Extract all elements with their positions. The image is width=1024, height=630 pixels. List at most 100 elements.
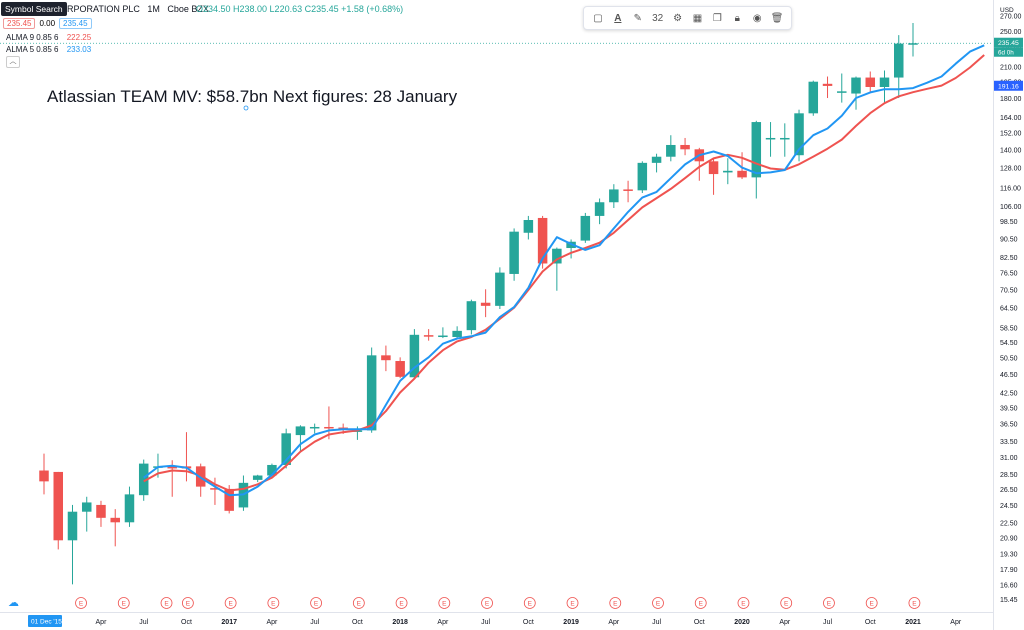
alma-line[interactable] xyxy=(143,54,985,492)
earnings-marker[interactable] xyxy=(652,597,664,609)
candle[interactable] xyxy=(537,217,548,264)
lock-icon[interactable]: 🔒︎ xyxy=(734,12,740,24)
candle[interactable] xyxy=(53,471,63,541)
earnings-marker[interactable] xyxy=(438,597,451,609)
indicator-legend-alma9[interactable]: ALMA 9 0.85 6 222.25 xyxy=(6,33,91,42)
candle[interactable] xyxy=(580,215,591,241)
earnings-marker[interactable] xyxy=(737,597,750,609)
candle[interactable] xyxy=(81,502,92,512)
candle[interactable] xyxy=(751,122,762,178)
candle[interactable] xyxy=(39,470,49,482)
candle[interactable] xyxy=(466,301,477,331)
earnings-marker[interactable] xyxy=(267,597,280,609)
earnings-marker[interactable] xyxy=(609,597,622,609)
earnings-marker[interactable] xyxy=(566,597,579,609)
candle[interactable] xyxy=(480,302,491,306)
earnings-marker[interactable] xyxy=(75,597,87,609)
candle[interactable] xyxy=(252,475,263,480)
candle[interactable] xyxy=(765,137,776,140)
candle[interactable] xyxy=(295,426,306,436)
annotation-anchor[interactable] xyxy=(243,105,249,111)
symbol-info[interactable]: ORPORATION PLC 1M Cboe BZX xyxy=(60,4,209,14)
candle[interactable] xyxy=(680,144,690,150)
earnings-marker[interactable] xyxy=(481,597,493,609)
candle[interactable] xyxy=(609,189,619,203)
candle[interactable] xyxy=(210,488,220,490)
candle[interactable] xyxy=(509,231,519,274)
x-tick-label: Jul xyxy=(310,619,319,626)
candle[interactable] xyxy=(894,43,904,78)
text-annotation[interactable]: Atlassian TEAM MV: $58.7bn Next figures:… xyxy=(47,87,458,106)
candle[interactable] xyxy=(281,433,291,465)
candle[interactable] xyxy=(651,156,662,163)
candle[interactable] xyxy=(552,248,562,264)
layers-icon[interactable]: ▦ xyxy=(692,12,703,24)
candle[interactable] xyxy=(808,81,819,114)
gear-icon[interactable]: ⚙ xyxy=(673,12,683,24)
candle[interactable] xyxy=(723,170,733,173)
earnings-marker[interactable] xyxy=(224,597,237,609)
earnings-marker[interactable] xyxy=(865,597,878,609)
candle[interactable] xyxy=(395,361,405,377)
text-color-icon[interactable]: A xyxy=(614,12,622,24)
earnings-marker[interactable] xyxy=(823,597,835,609)
buy-price-box[interactable]: 235.45 xyxy=(59,18,92,29)
font-size-select[interactable]: 32 xyxy=(652,12,664,24)
earnings-marker[interactable] xyxy=(310,597,322,609)
candle[interactable] xyxy=(110,517,120,523)
candle[interactable] xyxy=(495,272,505,306)
candle[interactable] xyxy=(708,161,719,175)
indicator-legend-alma5[interactable]: ALMA 5 0.85 6 233.03 xyxy=(6,45,91,54)
earnings-marker[interactable] xyxy=(352,597,365,609)
brush-icon[interactable]: ✎ xyxy=(633,12,642,24)
candle[interactable] xyxy=(623,189,633,191)
candle[interactable] xyxy=(666,144,676,157)
earnings-marker[interactable] xyxy=(395,597,408,609)
eye-icon[interactable]: ◉ xyxy=(752,12,762,24)
candle[interactable] xyxy=(381,355,391,361)
copy-icon[interactable]: ❐ xyxy=(712,12,722,24)
alma-line[interactable] xyxy=(143,44,985,497)
candle[interactable] xyxy=(423,335,434,337)
collapse-legend-button[interactable]: ︿ xyxy=(6,56,20,68)
candle[interactable] xyxy=(124,494,135,523)
cloud-icon[interactable]: ☁ xyxy=(8,597,19,609)
candle[interactable] xyxy=(309,426,320,429)
candle[interactable] xyxy=(908,43,918,45)
square-icon[interactable]: ▢ xyxy=(593,12,603,24)
candle[interactable] xyxy=(851,77,861,94)
candle[interactable] xyxy=(138,463,149,496)
candle[interactable] xyxy=(879,77,890,87)
earnings-marker[interactable] xyxy=(694,597,707,609)
trash-icon[interactable]: 🗑︎ xyxy=(770,12,784,24)
candle[interactable] xyxy=(224,488,234,511)
candle[interactable] xyxy=(637,162,648,191)
candle[interactable] xyxy=(324,426,334,429)
candle[interactable] xyxy=(837,91,847,93)
candle[interactable] xyxy=(865,77,876,87)
candle[interactable] xyxy=(267,464,277,476)
candle[interactable] xyxy=(409,334,420,378)
candle[interactable] xyxy=(452,330,462,337)
candle[interactable] xyxy=(794,113,804,156)
candle[interactable] xyxy=(523,220,534,233)
earnings-marker[interactable] xyxy=(160,597,173,609)
interval-label[interactable]: 1M xyxy=(147,4,160,14)
candle[interactable] xyxy=(737,170,747,178)
candle[interactable] xyxy=(167,466,177,469)
earnings-marker[interactable] xyxy=(523,597,536,609)
candle[interactable] xyxy=(438,335,448,338)
candle[interactable] xyxy=(594,202,605,216)
sell-price-box[interactable]: 235.45 xyxy=(3,18,36,29)
candle[interactable] xyxy=(96,504,106,518)
candle[interactable] xyxy=(366,355,377,431)
candle[interactable] xyxy=(780,137,790,140)
candle[interactable] xyxy=(822,83,833,86)
earnings-marker[interactable] xyxy=(908,597,921,609)
price-axis[interactable] xyxy=(993,0,1024,630)
earnings-marker[interactable] xyxy=(181,597,194,609)
earnings-marker[interactable] xyxy=(780,597,793,609)
earnings-marker[interactable] xyxy=(117,597,130,609)
candle[interactable] xyxy=(67,511,78,541)
